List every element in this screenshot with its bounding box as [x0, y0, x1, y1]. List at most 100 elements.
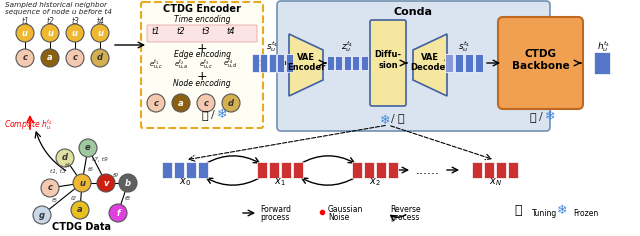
Circle shape: [16, 24, 34, 42]
Bar: [162, 162, 172, 178]
Text: Conda: Conda: [394, 7, 433, 17]
Text: t4: t4: [65, 163, 71, 168]
Text: a: a: [47, 54, 53, 63]
Text: t6: t6: [88, 167, 94, 172]
Bar: [455, 54, 463, 72]
Bar: [496, 162, 506, 178]
Bar: [335, 56, 342, 70]
FancyBboxPatch shape: [147, 25, 257, 42]
Bar: [360, 56, 367, 70]
Bar: [508, 162, 518, 178]
Circle shape: [66, 24, 84, 42]
Bar: [445, 54, 453, 72]
Text: ......: ......: [416, 164, 440, 177]
Text: c: c: [72, 54, 77, 63]
Text: Backbone: Backbone: [512, 61, 570, 71]
Text: t3: t3: [71, 17, 79, 26]
Text: ❄: ❄: [380, 114, 390, 126]
Circle shape: [91, 49, 109, 67]
Circle shape: [71, 201, 89, 219]
Text: Encoder: Encoder: [287, 63, 325, 72]
Text: ❄: ❄: [545, 110, 556, 123]
Circle shape: [33, 206, 51, 224]
Text: process: process: [390, 212, 419, 222]
Text: VAE: VAE: [421, 53, 439, 62]
Circle shape: [41, 179, 59, 197]
Text: a: a: [77, 206, 83, 215]
Bar: [364, 162, 374, 178]
Bar: [252, 54, 259, 72]
Text: u: u: [47, 29, 53, 38]
Text: $x_0$: $x_0$: [179, 176, 191, 188]
Bar: [352, 56, 359, 70]
Text: t2: t2: [46, 17, 54, 26]
FancyBboxPatch shape: [370, 20, 406, 106]
Text: d: d: [62, 153, 68, 163]
Bar: [174, 162, 184, 178]
Text: $z_{u}^{t_4}$: $z_{u}^{t_4}$: [341, 40, 353, 55]
Text: c: c: [204, 98, 209, 108]
Text: $s_{u}^{t_4}$: $s_{u}^{t_4}$: [266, 40, 278, 55]
Text: $h_{u}^{t_4}$: $h_{u}^{t_4}$: [597, 39, 611, 54]
Text: $e_{u,d}^{t_4}$: $e_{u,d}^{t_4}$: [223, 57, 239, 70]
Bar: [257, 162, 267, 178]
Circle shape: [222, 94, 240, 112]
Text: $x_2$: $x_2$: [369, 176, 381, 188]
Text: /: /: [539, 112, 543, 122]
Text: u: u: [22, 29, 28, 38]
Text: 🔥: 🔥: [397, 114, 404, 124]
Text: ❄: ❄: [217, 109, 227, 122]
Text: $e_{u,c}^{t_1}$: $e_{u,c}^{t_1}$: [148, 57, 163, 70]
Text: Compute $h_u^{t_4}$: Compute $h_u^{t_4}$: [4, 118, 53, 132]
Text: Noise: Noise: [328, 212, 349, 222]
Bar: [186, 162, 196, 178]
Text: u: u: [79, 178, 85, 187]
Text: 🔥: 🔥: [202, 111, 208, 121]
Circle shape: [97, 174, 115, 192]
Text: t4: t4: [227, 27, 236, 36]
Text: t3: t3: [202, 27, 211, 36]
Text: $x_N$: $x_N$: [488, 176, 502, 188]
Bar: [285, 54, 292, 72]
Circle shape: [79, 139, 97, 157]
Text: Forward: Forward: [260, 206, 291, 215]
Circle shape: [197, 94, 215, 112]
Bar: [269, 54, 275, 72]
Text: CTDG: CTDG: [525, 49, 557, 59]
Text: +: +: [196, 42, 207, 55]
Circle shape: [41, 24, 59, 42]
Circle shape: [119, 174, 137, 192]
Text: c: c: [22, 54, 28, 63]
Text: d: d: [228, 98, 234, 108]
FancyBboxPatch shape: [141, 2, 263, 128]
Bar: [260, 54, 267, 72]
Text: c: c: [47, 184, 52, 193]
Text: 🔥: 🔥: [530, 113, 536, 123]
Text: Gaussian: Gaussian: [328, 206, 364, 215]
Bar: [293, 162, 303, 178]
Text: t2: t2: [71, 196, 77, 201]
FancyBboxPatch shape: [498, 17, 583, 109]
Text: sequence of node u before t4: sequence of node u before t4: [5, 9, 112, 15]
Text: b: b: [125, 178, 131, 187]
Text: $e_{u,c}^{t_3}$: $e_{u,c}^{t_3}$: [199, 57, 213, 70]
Text: t8: t8: [125, 196, 131, 201]
Circle shape: [73, 174, 91, 192]
Text: u: u: [72, 29, 78, 38]
Bar: [198, 162, 208, 178]
Text: u: u: [97, 29, 103, 38]
Text: $x_1$: $x_1$: [274, 176, 286, 188]
Circle shape: [91, 24, 109, 42]
Circle shape: [56, 149, 74, 167]
FancyBboxPatch shape: [277, 1, 550, 131]
Text: VAE: VAE: [297, 53, 315, 62]
Text: process: process: [260, 212, 289, 222]
Text: t9: t9: [113, 173, 119, 178]
Polygon shape: [413, 34, 447, 96]
Text: ❄: ❄: [557, 205, 567, 218]
Polygon shape: [289, 34, 323, 96]
Bar: [269, 162, 279, 178]
Text: CTDG Encoder: CTDG Encoder: [163, 4, 241, 14]
Text: d: d: [97, 54, 103, 63]
Bar: [388, 162, 398, 178]
